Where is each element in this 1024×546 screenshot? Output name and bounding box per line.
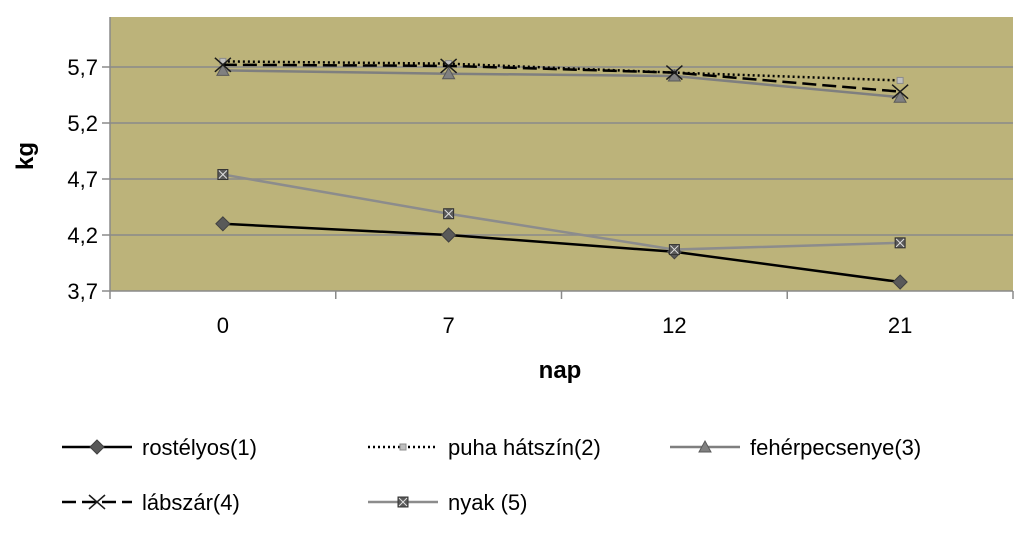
plot-area: [110, 17, 1013, 291]
marker-diamond: [440, 227, 457, 243]
marker-boxstar: [217, 169, 229, 181]
y-tick-label: 3,7: [67, 279, 98, 304]
y-tick-labels: 3,7 4,2 4,7 5,2 5,7: [67, 55, 98, 304]
marker-x: [665, 65, 683, 81]
y-axis-title: kg: [12, 142, 39, 170]
x-tick-label: 0: [217, 313, 229, 338]
x-tick-label: 7: [443, 313, 455, 338]
series-line: [222, 222, 901, 284]
legend-item-1: rostélyos(1): [62, 435, 257, 460]
series-group: [214, 57, 909, 290]
legend-item-2: puha hátszín(2): [368, 435, 601, 460]
legend-label: lábszár(4): [142, 490, 240, 515]
marker-boxstar: [668, 244, 680, 256]
legend-item-5: nyak (5): [368, 490, 527, 515]
marker-triangle: [698, 439, 712, 453]
marker-x: [214, 57, 232, 73]
series-5: [217, 169, 906, 256]
series-3: [216, 63, 907, 103]
marker-square: [896, 76, 904, 84]
marker-boxstar: [894, 237, 906, 249]
marker-diamond: [89, 439, 105, 455]
gridlines: [110, 66, 1013, 236]
marker-square: [399, 443, 407, 451]
legend-item-3: fehérpecsenye(3): [670, 435, 921, 460]
series-line: [222, 173, 901, 251]
y-tick-label: 4,2: [67, 223, 98, 248]
legend-label: nyak (5): [448, 490, 527, 515]
y-tick-label: 5,7: [67, 55, 98, 80]
series-4: [214, 57, 909, 100]
series-line: [222, 63, 901, 93]
marker-triangle: [441, 66, 456, 80]
x-tick-label: 21: [888, 313, 912, 338]
legend-item-4: lábszár(4): [62, 490, 240, 515]
marker-x: [88, 494, 106, 510]
marker-x: [891, 84, 909, 100]
marker-boxstar: [397, 496, 409, 508]
marker-triangle: [893, 90, 907, 103]
legend-label: fehérpecsenye(3): [750, 435, 921, 460]
y-tick-label: 5,2: [67, 111, 98, 136]
marker-diamond: [892, 274, 908, 290]
axes: [102, 17, 1014, 299]
x-axis-title: nap: [539, 357, 582, 384]
series-line: [222, 69, 901, 99]
legend: rostélyos(1) puha hátszín(2) fehérpecsenye…: [62, 435, 921, 515]
legend-label: puha hátszín(2): [448, 435, 601, 460]
legend-label: rostélyos(1): [142, 435, 257, 460]
marker-boxstar: [443, 208, 455, 220]
marker-x: [440, 58, 458, 74]
x-tick-label: 12: [662, 313, 686, 338]
marker-triangle: [216, 63, 230, 76]
y-tick-label: 4,7: [67, 167, 98, 192]
marker-diamond: [215, 216, 231, 232]
x-tick-labels: 0 7 12 21: [217, 313, 913, 338]
